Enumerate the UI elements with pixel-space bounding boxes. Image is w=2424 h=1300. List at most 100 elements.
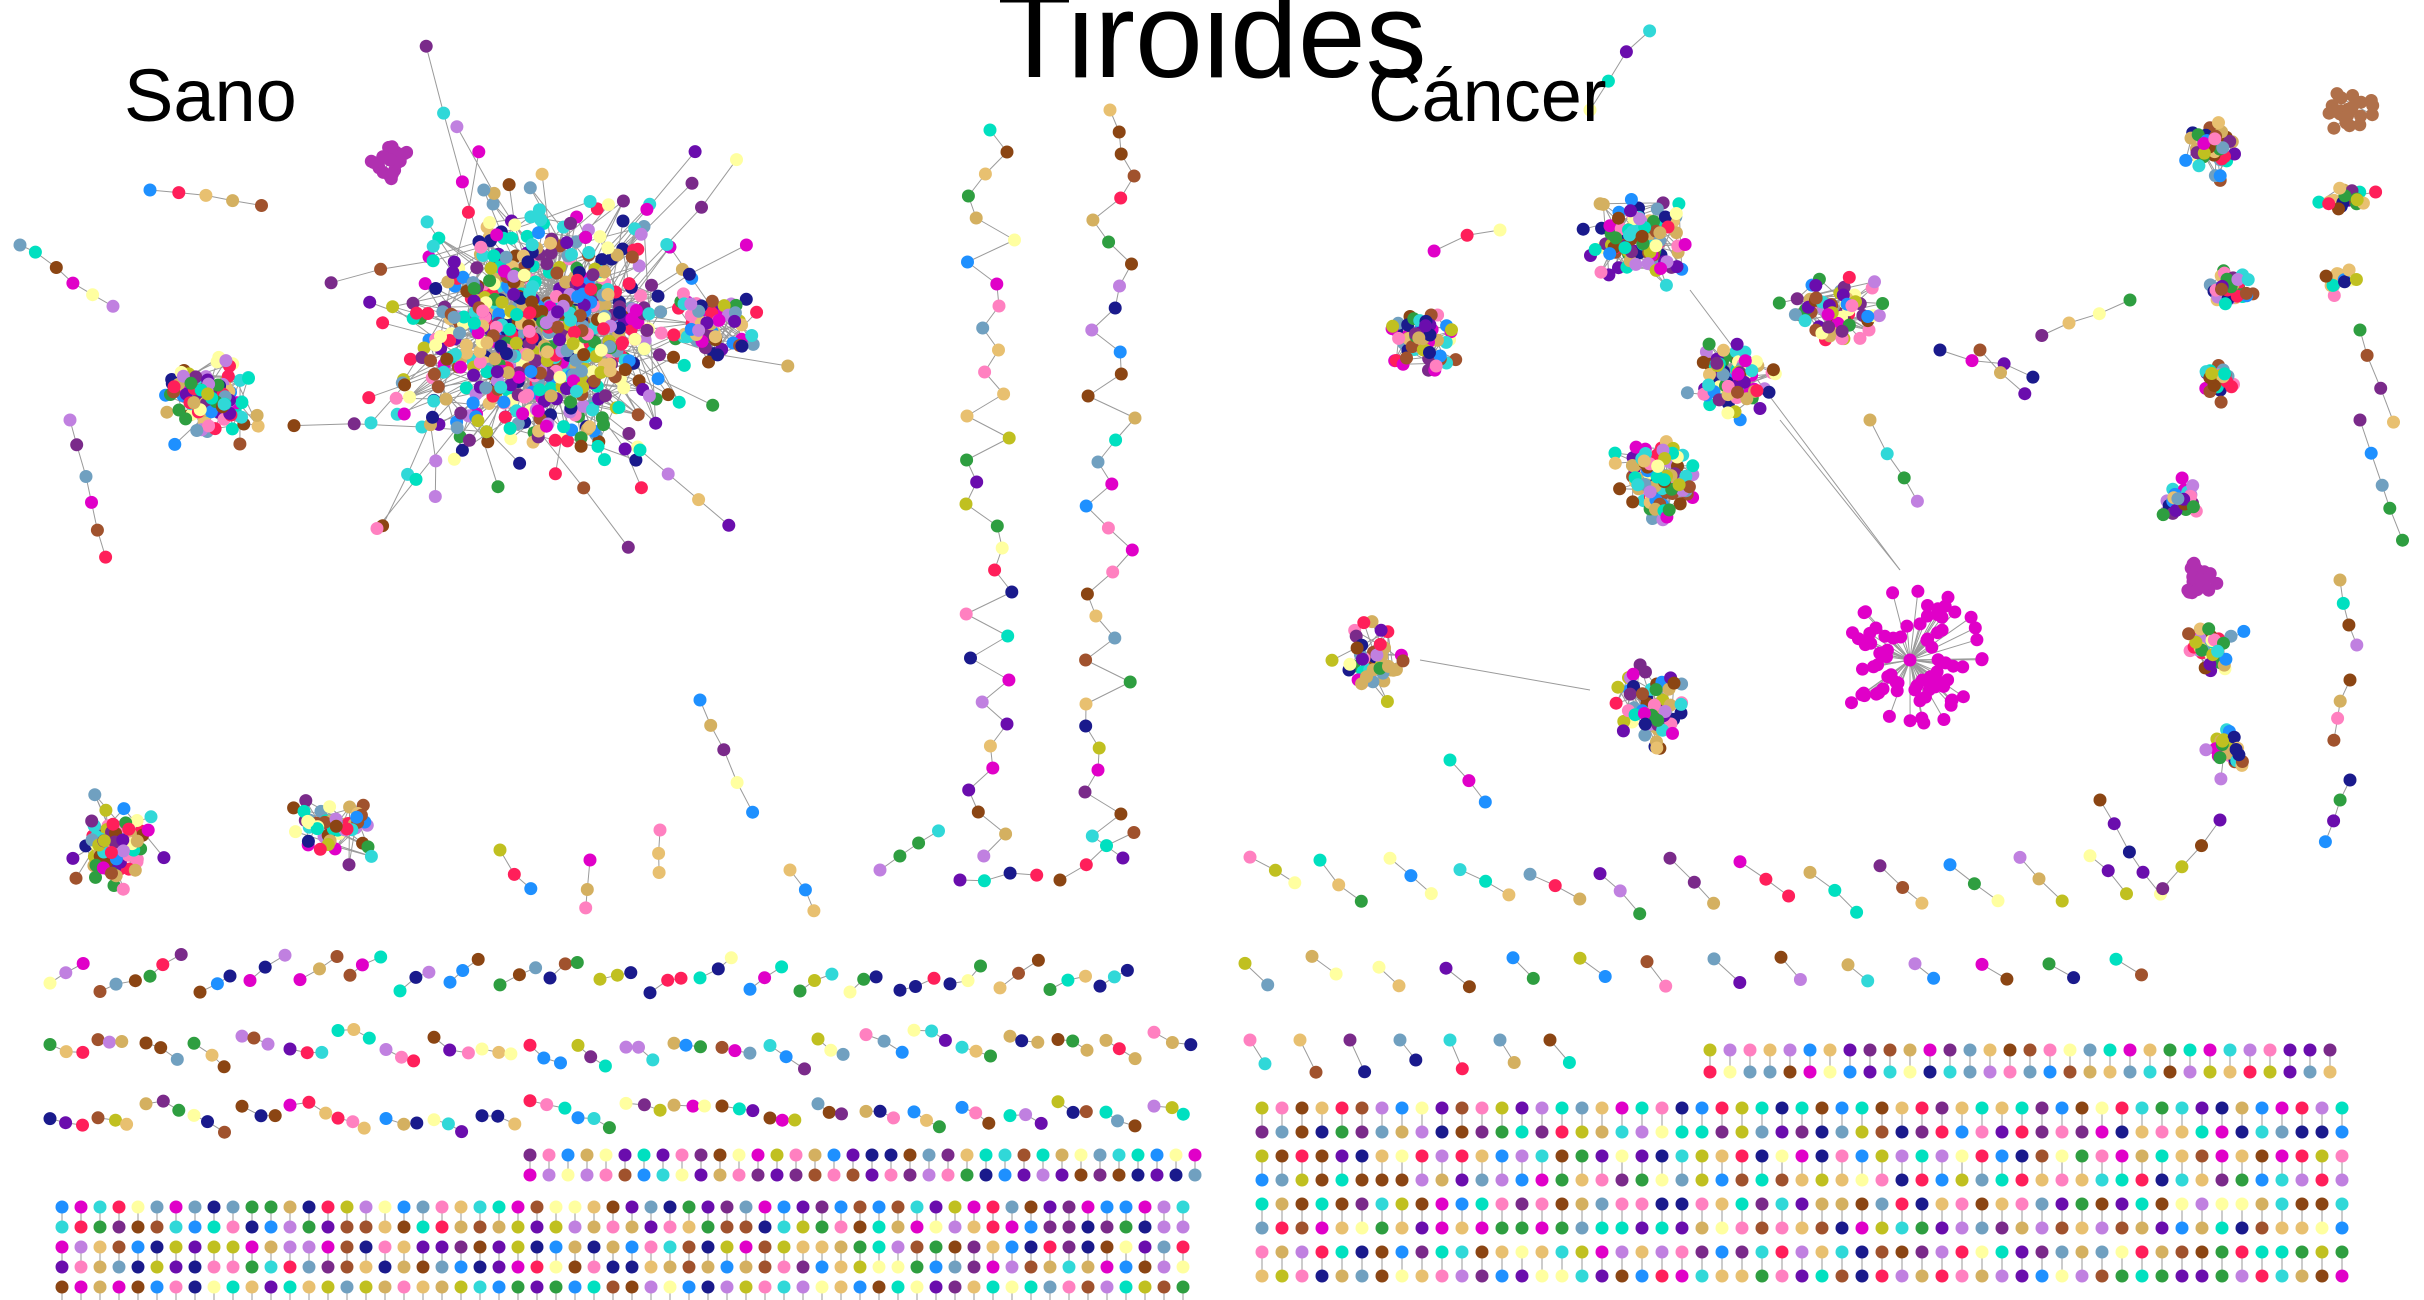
network-node	[910, 1200, 924, 1214]
network-node	[511, 1280, 525, 1294]
network-node	[808, 1168, 822, 1182]
network-node	[986, 1260, 1000, 1274]
network-node	[473, 1220, 487, 1234]
network-node	[473, 345, 487, 358]
network-node	[1100, 1220, 1114, 1234]
network-node	[225, 422, 239, 436]
network-node	[846, 1168, 860, 1182]
network-node	[746, 805, 760, 819]
network-node	[524, 210, 538, 224]
network-node	[568, 1280, 582, 1294]
network-node	[43, 976, 57, 990]
network-node	[677, 358, 691, 372]
network-node	[891, 1240, 905, 1254]
network-node	[219, 354, 233, 368]
network-node	[667, 1036, 681, 1050]
network-node	[1131, 1148, 1145, 1162]
network-node	[822, 1105, 836, 1119]
network-node	[302, 1260, 316, 1274]
network-node	[156, 958, 170, 972]
network-node	[986, 1220, 1000, 1234]
network-node	[663, 1220, 677, 1234]
network-node	[1055, 1168, 1069, 1182]
network-node	[28, 245, 42, 259]
network-node	[1003, 1109, 1017, 1123]
network-node	[587, 1220, 601, 1234]
network-node	[735, 339, 749, 353]
network-node	[447, 255, 461, 269]
network-node	[532, 203, 546, 217]
network-node	[416, 1240, 430, 1254]
network-node	[577, 348, 591, 362]
network-node	[343, 968, 357, 982]
network-node	[169, 1200, 183, 1214]
network-node	[427, 367, 441, 381]
network-node	[891, 1220, 905, 1234]
network-node	[504, 378, 518, 392]
network-node	[549, 1240, 563, 1254]
network-node	[960, 1168, 974, 1182]
network-node	[758, 1280, 772, 1294]
network-node	[693, 693, 707, 707]
network-node	[59, 1116, 73, 1130]
network-node	[1062, 1220, 1076, 1234]
network-node	[492, 1240, 506, 1254]
network-node	[450, 120, 464, 134]
network-node	[675, 1148, 689, 1162]
network-node	[634, 227, 648, 241]
network-node	[435, 1260, 449, 1274]
network-node	[559, 275, 573, 289]
network-node	[1678, 238, 1692, 251]
network-node	[1624, 193, 1638, 206]
network-node	[961, 189, 975, 203]
network-node	[475, 1042, 489, 1056]
network-node	[663, 1260, 677, 1274]
network-node	[979, 1168, 993, 1182]
network-node	[932, 1120, 946, 1134]
network-node	[1618, 241, 1632, 255]
network-node	[539, 316, 553, 330]
network-node	[929, 1220, 943, 1234]
network-node	[378, 1240, 392, 1254]
network-node	[698, 1099, 711, 1113]
network-node	[1066, 1034, 1080, 1048]
network-node	[1079, 858, 1093, 872]
network-node	[884, 1148, 898, 1162]
network-node	[1005, 1260, 1019, 1274]
network-node	[420, 215, 434, 229]
network-node	[85, 495, 98, 509]
network-node	[579, 230, 593, 244]
network-node	[983, 123, 997, 137]
network-node	[383, 169, 397, 183]
network-node	[1080, 1043, 1094, 1057]
network-node	[397, 1117, 411, 1131]
network-node	[454, 1280, 468, 1294]
network-node	[629, 453, 643, 467]
network-node	[1101, 521, 1115, 535]
network-node	[656, 1148, 670, 1162]
network-node	[443, 1043, 457, 1057]
network-node	[717, 743, 731, 757]
network-node	[497, 264, 511, 278]
network-node	[235, 1099, 249, 1113]
network-node	[601, 287, 615, 301]
network-node	[139, 1097, 153, 1111]
network-node	[131, 1220, 145, 1234]
network-node	[379, 1112, 393, 1125]
network-node	[1017, 1168, 1031, 1182]
network-node	[1003, 866, 1017, 880]
network-node	[172, 186, 186, 200]
network-node	[663, 1240, 677, 1254]
network-edge	[966, 437, 1010, 461]
network-node	[473, 1260, 487, 1274]
network-node	[1670, 260, 1684, 274]
network-node	[542, 1148, 556, 1162]
network-node	[418, 277, 432, 291]
network-node	[601, 241, 615, 255]
network-node	[1093, 1148, 1107, 1162]
network-node	[1138, 1260, 1152, 1274]
network-node	[378, 1260, 392, 1274]
network-node	[434, 330, 447, 344]
network-node	[720, 1200, 734, 1214]
network-node	[948, 1240, 962, 1254]
